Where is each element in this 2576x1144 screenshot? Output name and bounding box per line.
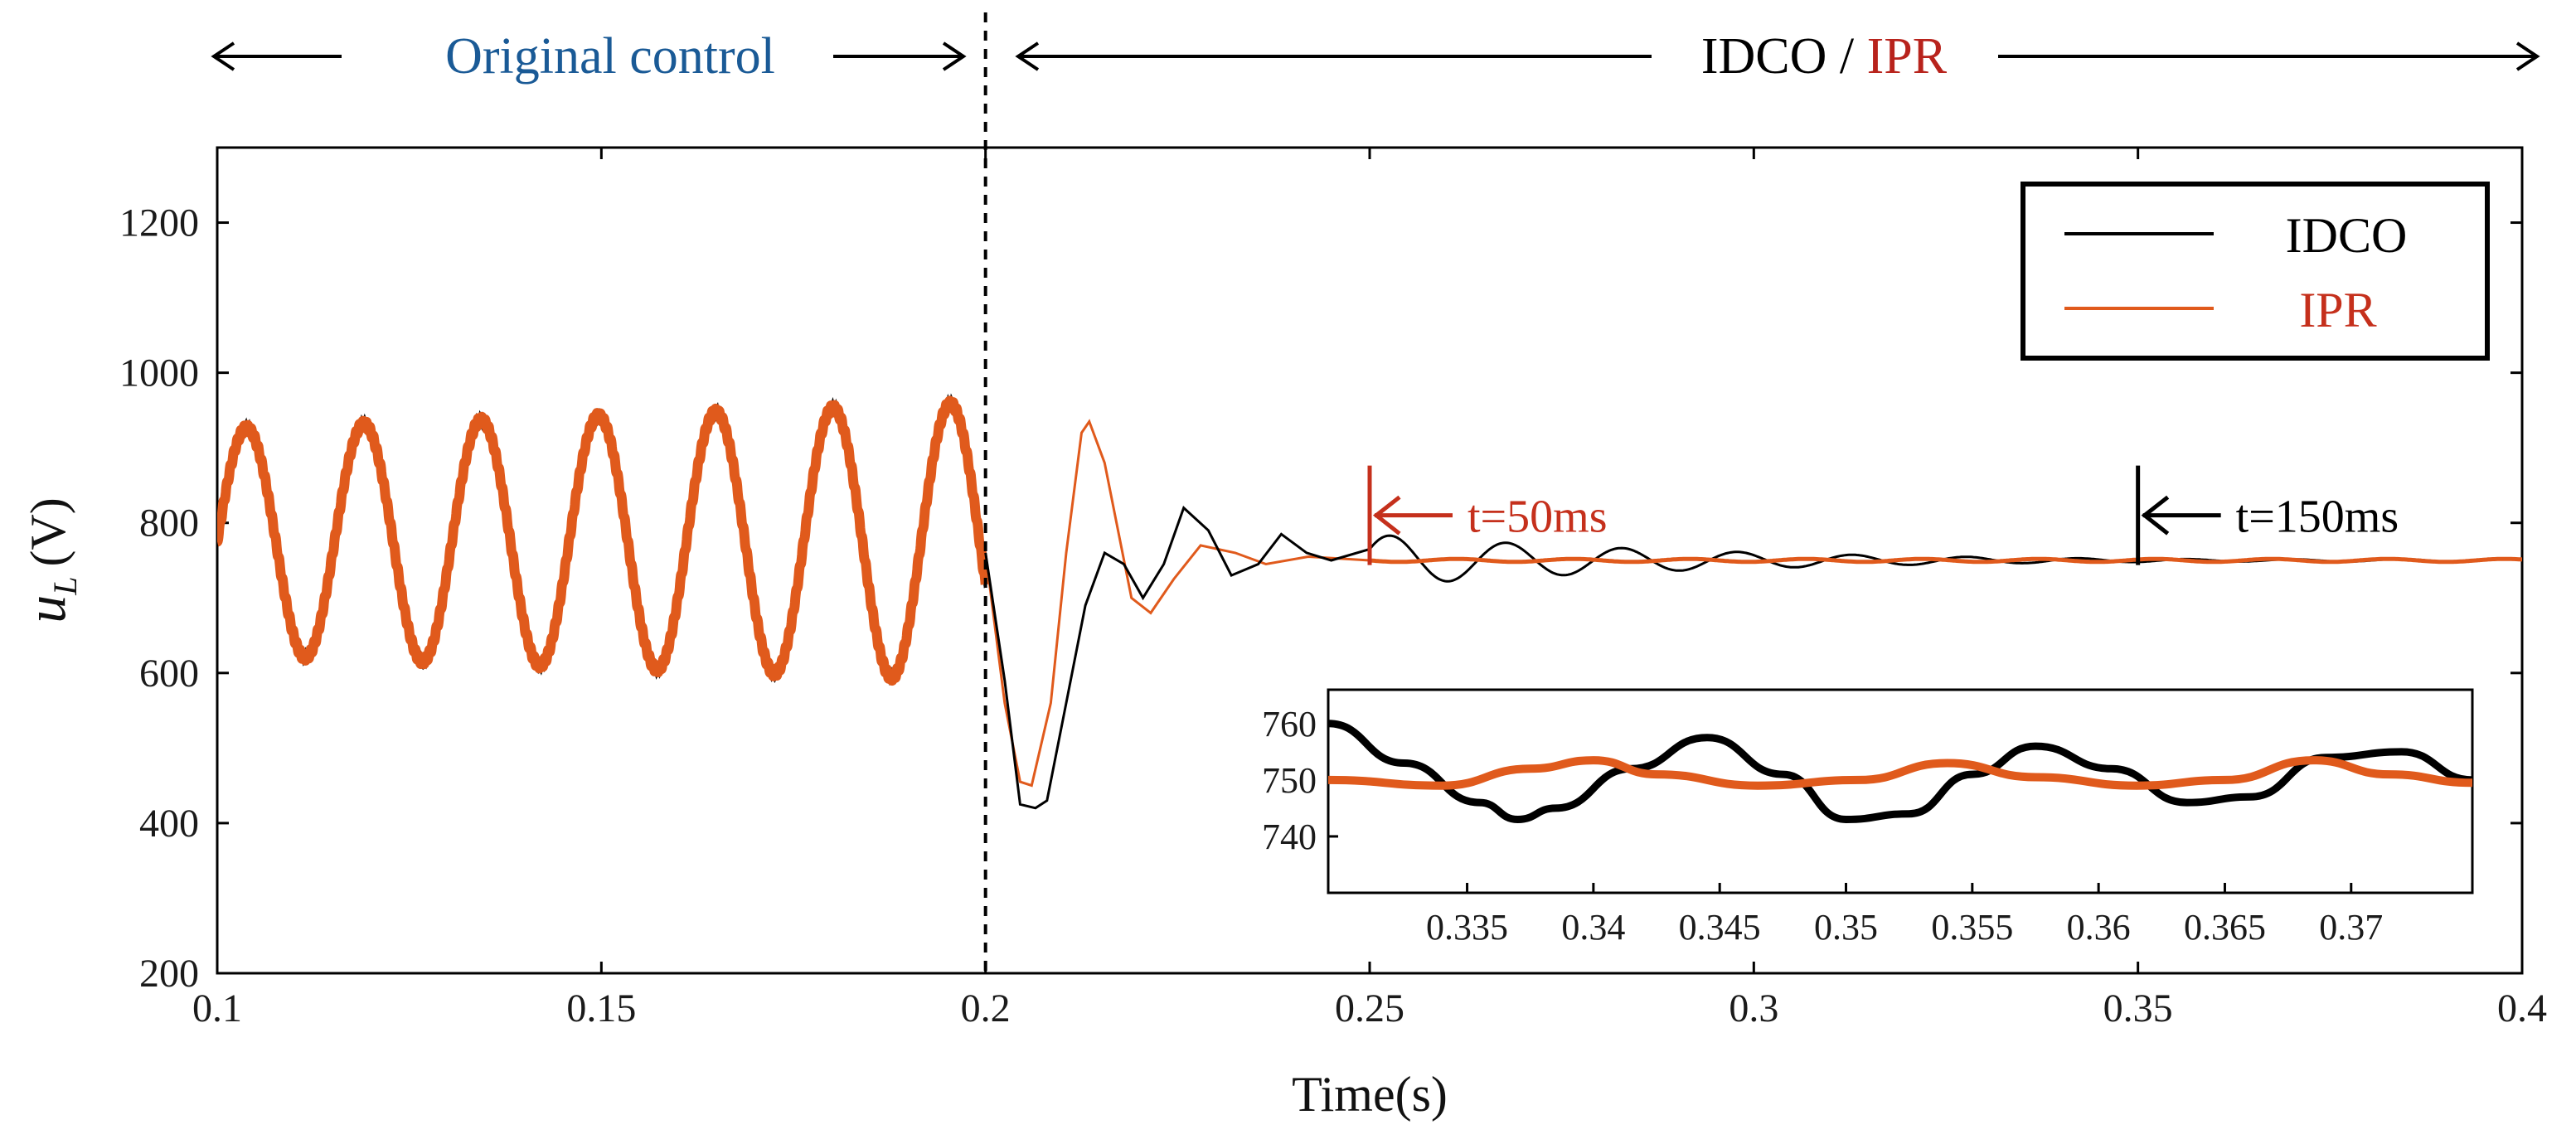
inset-series-idco xyxy=(1328,720,2472,823)
new-arrow-right-head xyxy=(2515,41,2540,71)
original-arrow-right-head xyxy=(942,41,967,71)
series-line-ipr xyxy=(984,419,1370,788)
x-tick-label: 0.1 xyxy=(192,986,242,1030)
original-band-ipr xyxy=(217,395,991,686)
annotation-t50-label: t=50ms xyxy=(1467,492,1608,543)
inset-y-tick-label: 740 xyxy=(1262,817,1317,857)
y-tick-label: 1000 xyxy=(119,351,199,395)
top-label-idco: IDCO xyxy=(1701,28,1827,85)
legend: IDCO IPR xyxy=(2021,182,2490,361)
x-axis-ticks: 0.1 0.15 0.2 0.25 0.3 0.35 0.4 xyxy=(192,148,2547,1030)
top-label-separator: / xyxy=(1826,28,1866,85)
y-tick-label: 1200 xyxy=(119,201,199,245)
inset-x-tick-label: 0.37 xyxy=(2319,907,2383,948)
inset-y-tick-label: 760 xyxy=(1262,704,1317,744)
x-tick-label: 0.15 xyxy=(566,986,636,1030)
inset-x-axis-ticks: 0.335 0.34 0.345 0.35 0.355 0.36 0.365 0.37 xyxy=(1426,883,2383,948)
annotation-t150-arrowhead xyxy=(2141,495,2170,536)
x-tick-label: 0.35 xyxy=(2103,986,2173,1030)
inset-x-tick-label: 0.36 xyxy=(2067,907,2131,948)
y-tick-label: 600 xyxy=(139,652,199,696)
inset-x-tick-label: 0.355 xyxy=(1931,907,2013,948)
inset-frame xyxy=(1327,688,2474,894)
y-axis-title: uL (V) xyxy=(14,497,84,623)
y-axis-ticks: 200 400 600 800 1000 1200 xyxy=(119,201,2522,996)
annotation-t150-label: t=150ms xyxy=(2236,492,2399,543)
inset-x-tick-label: 0.345 xyxy=(1679,907,1761,948)
legend-label-idco: IDCO xyxy=(2286,208,2408,263)
legend-label-ipr: IPR xyxy=(2299,283,2376,337)
annotation-t50-arrowhead xyxy=(1372,495,1401,536)
annotation-t150: t=150ms xyxy=(2136,465,2399,565)
y-tick-label: 200 xyxy=(139,952,199,996)
original-arrow-left-head xyxy=(211,41,235,71)
top-label-ipr: IPR xyxy=(1867,28,1948,85)
idco-ipr-label: IDCO / IPR xyxy=(1701,28,1948,85)
top-annotation: Original control IDCO / IPR xyxy=(211,28,2540,85)
x-tick-label: 0.25 xyxy=(1335,986,1404,1030)
original-control-label: Original control xyxy=(445,28,775,85)
x-tick-label: 0.3 xyxy=(1729,986,1778,1030)
inset-x-tick-label: 0.365 xyxy=(2184,907,2266,948)
inset-x-tick-label: 0.34 xyxy=(1561,907,1625,948)
x-axis-title: Time(s) xyxy=(1292,1067,1448,1122)
legend-box xyxy=(2021,182,2490,361)
inset-x-tick-label: 0.335 xyxy=(1426,907,1508,948)
inset-series-ipr xyxy=(1328,756,2472,790)
y-axis-title-subscript: L xyxy=(46,577,84,596)
y-axis-title-symbol: u xyxy=(14,595,77,623)
y-axis-title-unit: (V) xyxy=(21,497,75,566)
series-line-ipr-steady xyxy=(1369,556,2522,565)
x-tick-label: 0.2 xyxy=(961,986,1011,1030)
inset-x-tick-label: 0.35 xyxy=(1814,907,1878,948)
inset-y-axis-ticks: 740 750 760 xyxy=(1262,704,1338,857)
inset-y-tick-label: 750 xyxy=(1262,760,1317,801)
inset-chart: 0.335 0.34 0.345 0.35 0.355 0.36 0.365 0.37 740… xyxy=(1262,688,2474,948)
y-tick-label: 400 xyxy=(139,802,199,846)
y-tick-label: 800 xyxy=(139,502,199,545)
annotation-t50: t=50ms xyxy=(1367,465,1608,565)
new-arrow-left-head xyxy=(1015,41,1040,71)
x-tick-label: 0.4 xyxy=(2497,986,2547,1030)
